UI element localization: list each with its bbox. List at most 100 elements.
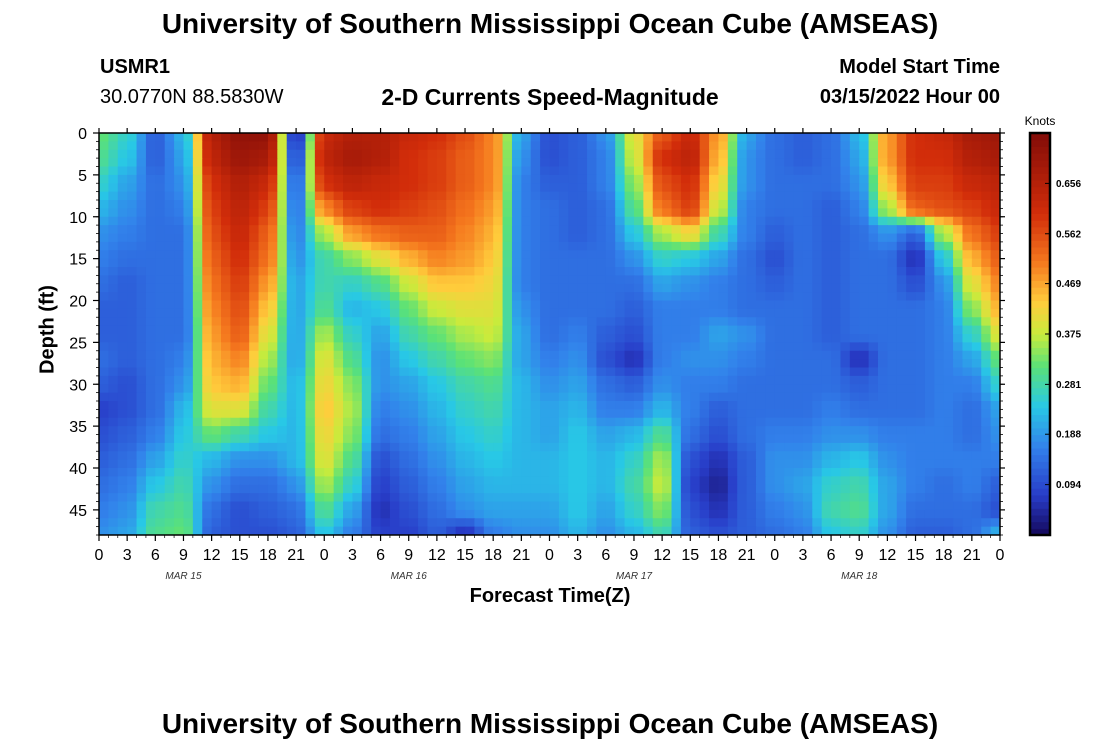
heatmap-cell — [624, 158, 635, 168]
heatmap-cell — [924, 501, 935, 511]
heatmap-cell — [136, 334, 147, 343]
heatmap-cell — [915, 501, 926, 511]
heatmap-cell — [511, 233, 522, 243]
heatmap-cell — [577, 375, 588, 385]
y-tick-label: 45 — [69, 503, 87, 520]
heatmap-cell — [868, 442, 879, 452]
heatmap-cell — [230, 459, 241, 469]
heatmap-cell — [718, 392, 729, 402]
heatmap-cell — [699, 392, 710, 402]
heatmap-cell — [164, 183, 175, 193]
heatmap-cell — [427, 225, 438, 235]
heatmap-cell — [896, 308, 907, 318]
heatmap-cell — [352, 216, 363, 226]
heatmap-cell — [530, 225, 541, 235]
heatmap-cell — [502, 417, 513, 427]
heatmap-cell — [680, 484, 691, 494]
heatmap-cell — [690, 518, 701, 528]
heatmap-cell — [117, 317, 128, 327]
heatmap-cell — [849, 526, 860, 535]
heatmap-cell — [877, 267, 888, 276]
heatmap-cell — [915, 518, 926, 528]
heatmap-cell — [755, 275, 766, 285]
heatmap-cell — [568, 367, 579, 377]
heatmap-cell — [352, 476, 363, 486]
heatmap-cell — [896, 174, 907, 184]
heatmap-cell — [108, 141, 119, 151]
heatmap-cell — [577, 250, 588, 260]
heatmap-cell — [117, 325, 128, 335]
heatmap-cell — [652, 526, 663, 535]
heatmap-cell — [136, 275, 147, 285]
heatmap-cell — [221, 417, 231, 427]
heatmap-cell — [530, 350, 541, 360]
heatmap-cell — [333, 392, 344, 402]
heatmap-cell — [465, 292, 476, 302]
heatmap-cell — [155, 191, 166, 201]
heatmap-cell — [558, 501, 569, 511]
heatmap-cell — [418, 426, 429, 436]
heatmap-cell — [230, 275, 241, 285]
heatmap-cell — [943, 200, 954, 209]
heatmap-cell — [192, 334, 203, 343]
heatmap-cell — [221, 216, 231, 226]
heatmap-cell — [840, 426, 851, 436]
heatmap-cell — [418, 442, 429, 452]
heatmap-cell — [605, 367, 616, 377]
heatmap-cell — [296, 183, 307, 193]
heatmap-cell — [727, 375, 738, 385]
heatmap-cell — [699, 350, 710, 360]
heatmap-cell — [840, 275, 851, 285]
heatmap-cell — [99, 158, 109, 168]
heatmap-cell — [493, 501, 504, 511]
heatmap-cell — [840, 350, 851, 360]
heatmap-cell — [418, 350, 429, 360]
heatmap-cell — [652, 359, 663, 369]
heatmap-cell — [352, 241, 363, 251]
heatmap-cell — [286, 292, 297, 302]
heatmap-cell — [408, 442, 419, 452]
heatmap-cell — [981, 493, 992, 503]
heatmap-cell — [962, 426, 973, 436]
heatmap-cell — [399, 208, 410, 218]
heatmap-cell — [915, 409, 926, 419]
heatmap-cell — [943, 158, 954, 168]
heatmap-cell — [887, 233, 898, 243]
heatmap-cell — [662, 283, 673, 293]
heatmap-cell — [802, 442, 813, 452]
heatmap-cell — [868, 409, 879, 419]
heatmap-cell — [436, 434, 447, 444]
heatmap-cell — [727, 317, 738, 327]
heatmap-cell — [127, 334, 138, 343]
heatmap-cell — [371, 451, 382, 461]
colorbar-swatch — [1030, 394, 1050, 402]
heatmap-cell — [371, 334, 382, 343]
heatmap-cell — [333, 275, 344, 285]
heatmap-cell — [361, 409, 372, 419]
heatmap-cell — [793, 426, 804, 436]
heatmap-cell — [774, 484, 785, 494]
heatmap-cell — [896, 267, 907, 276]
heatmap-cell — [333, 292, 344, 302]
heatmap-cell — [436, 459, 447, 469]
heatmap-cell — [821, 258, 832, 268]
heatmap-cell — [427, 250, 438, 260]
heatmap-cell — [568, 141, 579, 151]
heatmap-cell — [774, 141, 785, 151]
heatmap-cell — [277, 191, 288, 201]
heatmap-cell — [136, 409, 147, 419]
heatmap-cell — [849, 493, 860, 503]
heatmap-cell — [493, 166, 504, 176]
heatmap-cell — [164, 200, 175, 209]
heatmap-cell — [352, 191, 363, 201]
heatmap-cell — [371, 133, 382, 142]
heatmap-cell — [117, 292, 128, 302]
heatmap-cell — [558, 359, 569, 369]
heatmap-cell — [277, 258, 288, 268]
heatmap-cell — [596, 317, 607, 327]
heatmap-cell — [155, 283, 166, 293]
heatmap-cell — [671, 417, 682, 427]
heatmap-cell — [699, 459, 710, 469]
heatmap-cell — [483, 158, 494, 168]
heatmap-cell — [943, 225, 954, 235]
